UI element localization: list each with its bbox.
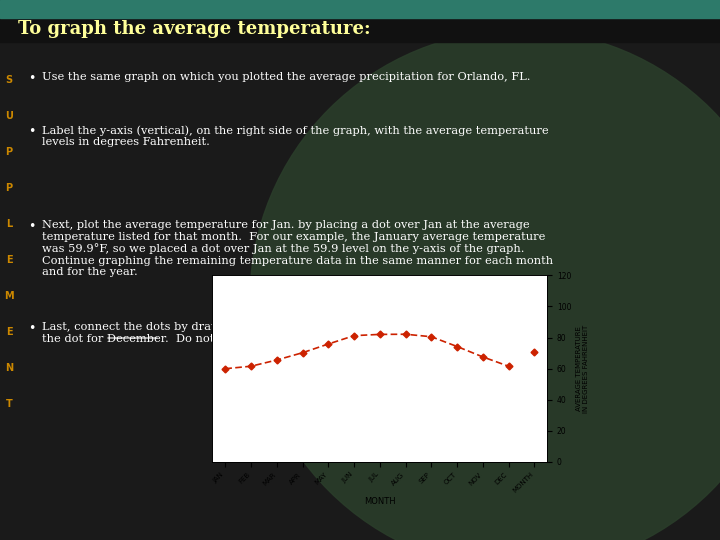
Text: N: N (5, 363, 13, 373)
Text: •: • (28, 125, 35, 138)
Text: P: P (6, 147, 12, 157)
Text: L: L (6, 219, 12, 229)
Bar (0, 0, 720, 18)
Text: Label the y-axis (vertical), on the right side of the graph, with the average te: Label the y-axis (vertical), on the righ… (42, 125, 549, 147)
Circle shape (250, 30, 720, 540)
Text: E: E (6, 255, 12, 265)
Text: S: S (6, 75, 12, 85)
Text: E: E (6, 327, 12, 337)
Text: P: P (6, 183, 12, 193)
Text: •: • (28, 322, 35, 335)
Text: Next, plot the average temperature for Jan. by placing a dot over Jan at the ave: Next, plot the average temperature for J… (42, 220, 553, 278)
Text: Use the same graph on which you plotted the average precipitation for Orlando, F: Use the same graph on which you plotted … (42, 72, 531, 82)
Text: T: T (6, 399, 12, 409)
Y-axis label: AVERAGE TEMPERATURE
IN DEGREES FAHRENHEIT: AVERAGE TEMPERATURE IN DEGREES FAHRENHEI… (575, 325, 588, 413)
Text: •: • (28, 72, 35, 85)
Text: Last, connect the dots by drawing a line from the dot for January and continue t: Last, connect the dots by drawing a line… (42, 322, 548, 343)
Text: •: • (28, 220, 35, 233)
Text: AVERAGE TEMPERATURE IN ORLANDO, FLORIDA: AVERAGE TEMPERATURE IN ORLANDO, FLORIDA (230, 280, 509, 289)
X-axis label: MONTH: MONTH (364, 497, 395, 506)
Text: M: M (4, 291, 14, 301)
Bar (0, 16, 720, 42)
Text: To graph the average temperature:: To graph the average temperature: (18, 20, 371, 38)
Text: U: U (5, 111, 13, 121)
